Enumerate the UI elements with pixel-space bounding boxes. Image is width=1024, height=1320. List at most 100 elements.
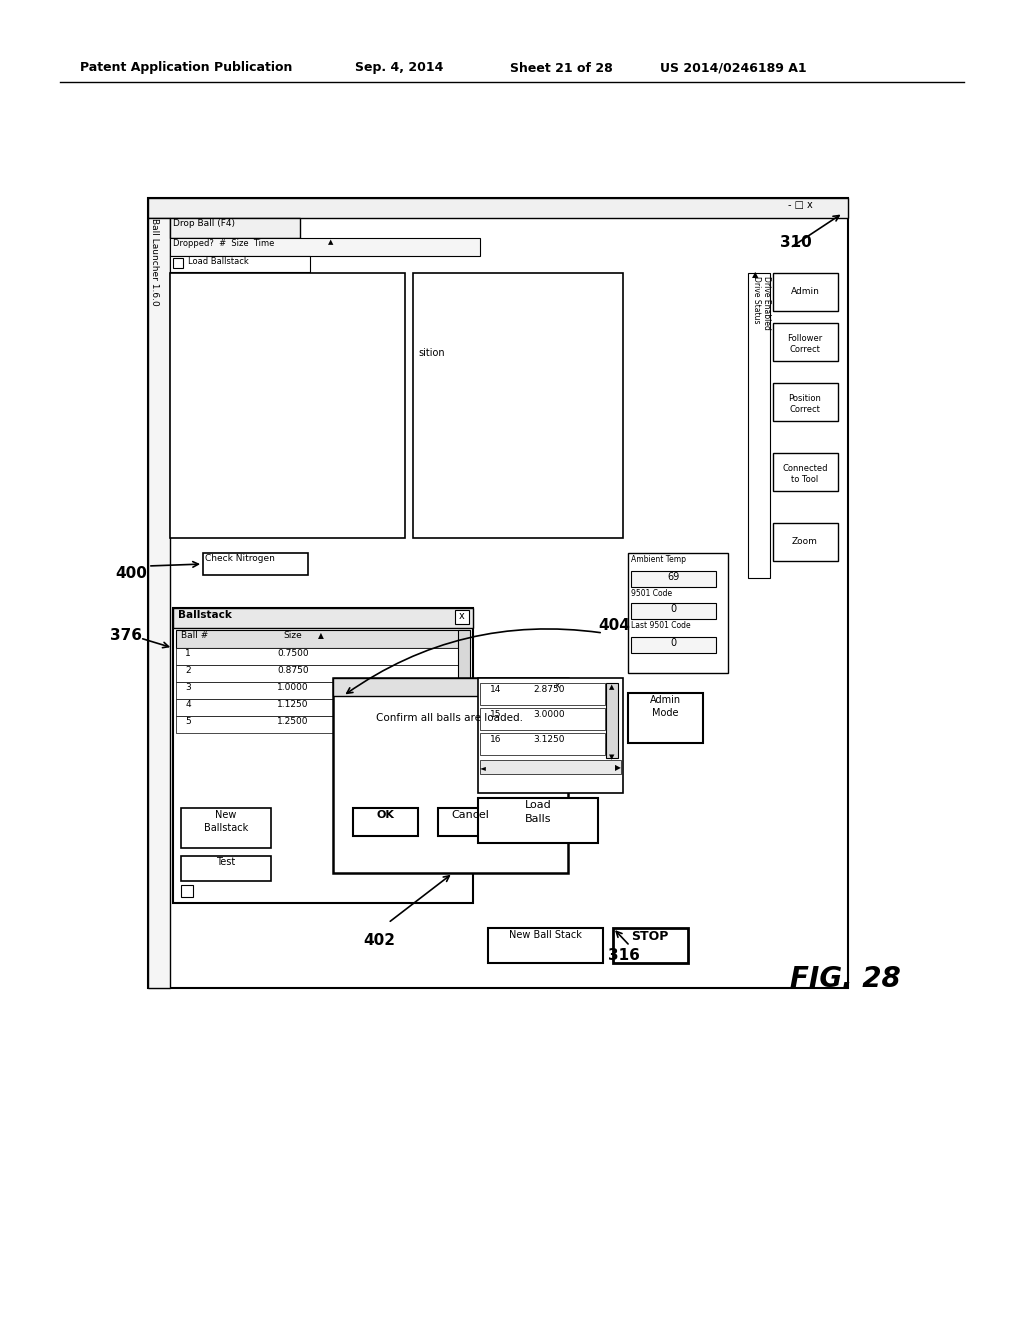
Text: ◄: ◄ bbox=[480, 763, 485, 772]
Text: Correct: Correct bbox=[790, 405, 820, 414]
Text: Load: Load bbox=[524, 800, 551, 810]
Text: ▲: ▲ bbox=[752, 271, 758, 279]
Text: Zoom: Zoom bbox=[792, 537, 818, 546]
Text: Correct: Correct bbox=[790, 345, 820, 354]
Text: Dropped?  #  Size  Time: Dropped? # Size Time bbox=[173, 239, 274, 248]
Text: 1.2500: 1.2500 bbox=[278, 717, 309, 726]
Bar bbox=[170, 273, 406, 539]
Bar bbox=[748, 273, 770, 578]
Text: 1.1250: 1.1250 bbox=[278, 700, 309, 709]
Text: STOP: STOP bbox=[632, 931, 669, 942]
Text: New Ball Stack: New Ball Stack bbox=[509, 931, 582, 940]
Text: 3: 3 bbox=[185, 682, 190, 692]
Text: Drop Ball (F4): Drop Ball (F4) bbox=[173, 219, 234, 228]
Text: x: x bbox=[554, 681, 560, 690]
Text: - □ x: - □ x bbox=[788, 201, 813, 210]
Text: Check Nitrogen: Check Nitrogen bbox=[205, 554, 274, 564]
Bar bbox=[480, 708, 605, 730]
Text: to Tool: to Tool bbox=[792, 475, 818, 484]
Text: 0: 0 bbox=[670, 638, 676, 648]
Bar bbox=[773, 453, 838, 491]
Bar bbox=[550, 680, 564, 693]
Text: 14: 14 bbox=[490, 685, 502, 694]
Text: Drive Enabled: Drive Enabled bbox=[762, 276, 771, 330]
Text: Last 9501 Code: Last 9501 Code bbox=[631, 620, 690, 630]
Text: Confirm all balls are loaded.: Confirm all balls are loaded. bbox=[377, 713, 523, 723]
Text: Size: Size bbox=[283, 631, 302, 640]
Text: Sheet 21 of 28: Sheet 21 of 28 bbox=[510, 62, 612, 74]
Bar bbox=[333, 678, 568, 873]
Bar bbox=[478, 678, 623, 793]
Bar bbox=[480, 733, 605, 755]
Text: Follower: Follower bbox=[787, 334, 822, 343]
Text: 1: 1 bbox=[185, 649, 190, 657]
Text: 1.0000: 1.0000 bbox=[278, 682, 309, 692]
Text: 0.8750: 0.8750 bbox=[278, 667, 309, 675]
Text: US 2014/0246189 A1: US 2014/0246189 A1 bbox=[660, 62, 807, 74]
Text: 0.7500: 0.7500 bbox=[278, 649, 309, 657]
Bar bbox=[628, 553, 728, 673]
Bar bbox=[773, 523, 838, 561]
Text: 16: 16 bbox=[490, 735, 502, 744]
Text: 2: 2 bbox=[185, 667, 190, 675]
Bar bbox=[176, 648, 458, 665]
Bar bbox=[773, 383, 838, 421]
Bar bbox=[173, 609, 473, 903]
Text: 0: 0 bbox=[670, 605, 676, 614]
Text: 402: 402 bbox=[362, 933, 395, 948]
Text: 3.1250: 3.1250 bbox=[534, 735, 564, 744]
Bar bbox=[606, 682, 618, 758]
Bar bbox=[181, 808, 271, 847]
Bar bbox=[353, 808, 418, 836]
Bar bbox=[176, 630, 470, 648]
Text: 15: 15 bbox=[490, 710, 502, 719]
Text: 310: 310 bbox=[780, 235, 812, 249]
Text: 5: 5 bbox=[185, 717, 190, 726]
Text: 404: 404 bbox=[598, 618, 630, 634]
Bar bbox=[478, 799, 598, 843]
Bar bbox=[170, 238, 480, 256]
Text: Patent Application Publication: Patent Application Publication bbox=[80, 62, 293, 74]
Bar bbox=[173, 257, 183, 268]
Text: ▲: ▲ bbox=[318, 631, 324, 640]
Text: Ballstack: Ballstack bbox=[178, 610, 231, 620]
Bar bbox=[438, 808, 503, 836]
Text: ▶: ▶ bbox=[615, 763, 621, 772]
Text: 4: 4 bbox=[185, 700, 190, 709]
Bar bbox=[176, 665, 458, 682]
Text: Admin: Admin bbox=[791, 286, 819, 296]
Text: FIG. 28: FIG. 28 bbox=[790, 965, 901, 993]
Text: Drive Status: Drive Status bbox=[752, 276, 761, 323]
Bar bbox=[181, 884, 193, 898]
Text: New: New bbox=[215, 810, 237, 820]
Text: sition: sition bbox=[418, 348, 444, 358]
Bar bbox=[631, 638, 716, 653]
Text: 316: 316 bbox=[608, 948, 640, 964]
Bar bbox=[480, 682, 605, 705]
Text: Ambient Temp: Ambient Temp bbox=[631, 554, 686, 564]
Bar bbox=[176, 700, 458, 715]
Bar bbox=[173, 609, 473, 628]
Bar bbox=[148, 198, 848, 218]
Bar bbox=[613, 928, 688, 964]
Bar bbox=[170, 218, 300, 238]
Text: ▼: ▼ bbox=[609, 754, 614, 760]
Text: Test: Test bbox=[216, 857, 236, 867]
Text: 69: 69 bbox=[667, 572, 679, 582]
Text: OK: OK bbox=[376, 810, 394, 820]
Text: Ball Launcher 1.6.0: Ball Launcher 1.6.0 bbox=[150, 218, 159, 306]
Bar bbox=[488, 928, 603, 964]
Text: ▲: ▲ bbox=[328, 239, 334, 246]
Text: Cancel: Cancel bbox=[451, 810, 488, 820]
Bar bbox=[176, 715, 458, 733]
Text: 376: 376 bbox=[110, 628, 142, 643]
Text: 9501 Code: 9501 Code bbox=[631, 589, 672, 598]
Bar bbox=[773, 323, 838, 360]
Bar bbox=[628, 693, 703, 743]
Text: Ballstack: Ballstack bbox=[204, 822, 248, 833]
Bar bbox=[455, 610, 469, 624]
Bar bbox=[458, 630, 470, 752]
Text: ▲: ▲ bbox=[609, 684, 614, 690]
Bar bbox=[170, 256, 310, 272]
Text: 400: 400 bbox=[115, 566, 146, 581]
